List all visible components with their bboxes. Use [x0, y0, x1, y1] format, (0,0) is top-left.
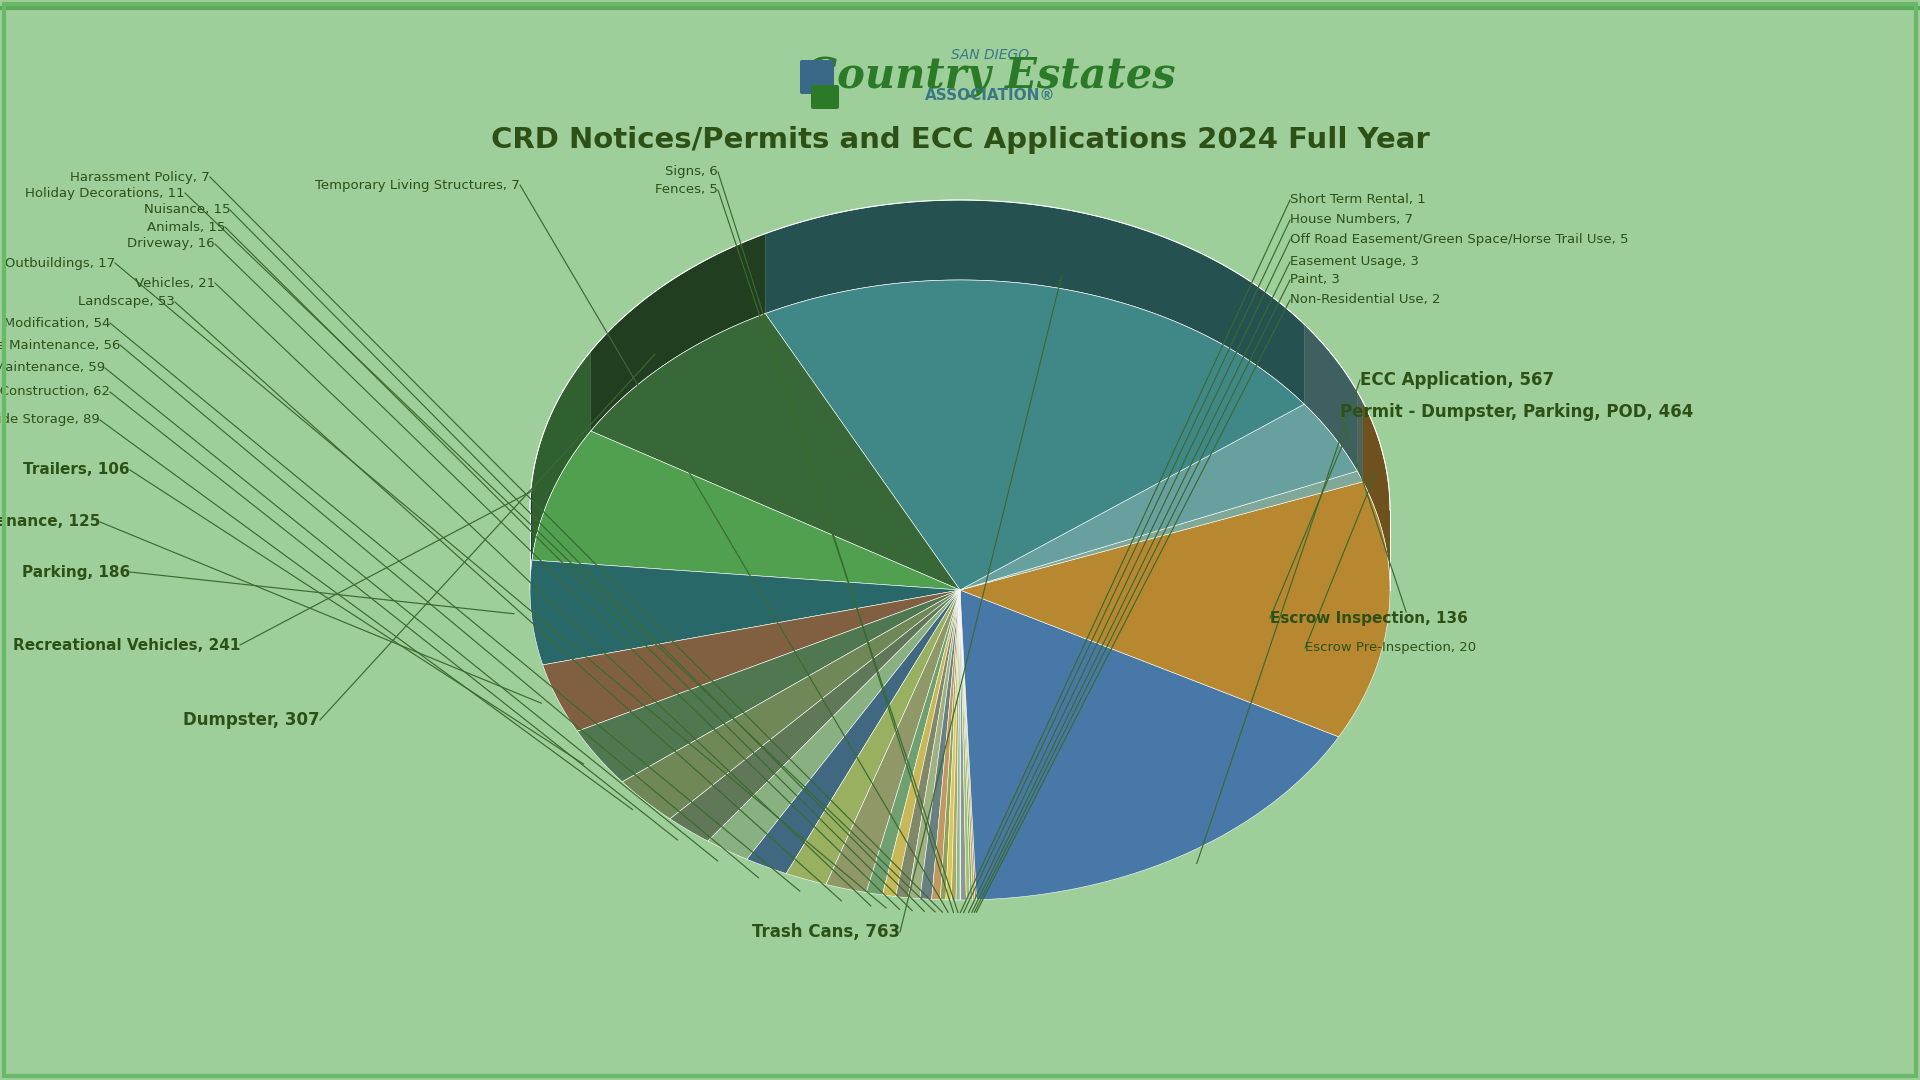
Text: Signs, 6: Signs, 6: [664, 165, 718, 178]
Polygon shape: [947, 590, 960, 900]
Polygon shape: [866, 590, 960, 895]
Polygon shape: [530, 561, 960, 665]
Text: Short Term Rental, 1: Short Term Rental, 1: [1290, 193, 1427, 206]
Polygon shape: [591, 313, 960, 590]
Text: Tree Maintenance, 56: Tree Maintenance, 56: [0, 338, 119, 351]
Polygon shape: [883, 590, 960, 896]
Polygon shape: [766, 200, 1304, 404]
Text: House Numbers, 7: House Numbers, 7: [1290, 214, 1413, 227]
Text: General Maintenance, 59: General Maintenance, 59: [0, 362, 106, 375]
Polygon shape: [931, 590, 960, 900]
Polygon shape: [1357, 391, 1363, 482]
Text: Dumpster, 307: Dumpster, 307: [184, 711, 321, 729]
Text: Country Estates: Country Estates: [804, 56, 1175, 98]
Text: Easement Maintenance, 125: Easement Maintenance, 125: [0, 514, 100, 529]
Text: Debris and Outside Storage, 89: Debris and Outside Storage, 89: [0, 414, 100, 427]
Text: Off Road Easement/Green Space/Horse Trail Use, 5: Off Road Easement/Green Space/Horse Trai…: [1290, 233, 1628, 246]
Text: Permit - Dumpster, Parking, POD, 464: Permit - Dumpster, Parking, POD, 464: [1340, 403, 1693, 421]
Text: Escrow Inspection, 136: Escrow Inspection, 136: [1269, 610, 1469, 625]
Text: ASSOCIATION®: ASSOCIATION®: [925, 89, 1056, 104]
Polygon shape: [941, 590, 960, 900]
Text: Recreational Vehicles, 241: Recreational Vehicles, 241: [13, 637, 240, 652]
FancyBboxPatch shape: [810, 85, 839, 109]
Polygon shape: [960, 590, 975, 900]
Text: Escrow Pre-Inspection, 20: Escrow Pre-Inspection, 20: [1306, 642, 1476, 654]
Text: Easement Usage, 3: Easement Usage, 3: [1290, 256, 1419, 269]
Polygon shape: [766, 280, 1304, 590]
Text: Trailers, 106: Trailers, 106: [23, 462, 131, 477]
Polygon shape: [543, 590, 960, 731]
Text: Fences, 5: Fences, 5: [655, 184, 718, 197]
Polygon shape: [591, 233, 766, 431]
Polygon shape: [895, 590, 960, 897]
Polygon shape: [1363, 402, 1390, 590]
Polygon shape: [747, 590, 960, 874]
Text: Animals, 15: Animals, 15: [146, 220, 225, 233]
Polygon shape: [960, 590, 973, 900]
FancyBboxPatch shape: [801, 60, 833, 78]
Text: Paint, 3: Paint, 3: [1290, 273, 1340, 286]
Polygon shape: [960, 590, 1338, 900]
FancyBboxPatch shape: [801, 76, 833, 94]
Text: CRD Notices/Permits and ECC Applications 2024 Full Year: CRD Notices/Permits and ECC Applications…: [492, 126, 1428, 154]
Polygon shape: [1304, 324, 1357, 471]
Text: Trash Cans, 763: Trash Cans, 763: [753, 923, 900, 941]
Text: Holiday Decorations, 11: Holiday Decorations, 11: [25, 187, 184, 200]
Polygon shape: [960, 482, 1390, 737]
Polygon shape: [960, 404, 1357, 590]
Polygon shape: [960, 471, 1363, 590]
Polygon shape: [532, 431, 960, 590]
Text: Parking, 186: Parking, 186: [21, 565, 131, 580]
Text: Driveway, 16: Driveway, 16: [127, 238, 215, 251]
Polygon shape: [826, 590, 960, 892]
Polygon shape: [708, 590, 960, 860]
Text: Structure and Outbuildings, 17: Structure and Outbuildings, 17: [0, 256, 115, 270]
Text: Residential Construction, 62: Residential Construction, 62: [0, 386, 109, 399]
Text: Non-Residential Use, 2: Non-Residential Use, 2: [1290, 294, 1440, 307]
Text: Nuisance, 15: Nuisance, 15: [144, 203, 230, 216]
Text: Vehicles, 21: Vehicles, 21: [134, 276, 215, 289]
Polygon shape: [532, 351, 591, 561]
Text: ECC Application, 567: ECC Application, 567: [1359, 372, 1553, 389]
Text: Temporary Living Structures, 7: Temporary Living Structures, 7: [315, 178, 520, 191]
Polygon shape: [950, 590, 960, 900]
Text: Landscape, 53: Landscape, 53: [79, 296, 175, 309]
Polygon shape: [622, 590, 960, 819]
Polygon shape: [956, 590, 960, 900]
Text: Harassment Policy, 7: Harassment Policy, 7: [71, 171, 209, 184]
Text: SAN DIEGO: SAN DIEGO: [950, 48, 1029, 62]
Text: Landscape Modification, 54: Landscape Modification, 54: [0, 316, 109, 329]
Polygon shape: [670, 590, 960, 841]
Polygon shape: [578, 590, 960, 782]
Polygon shape: [960, 590, 977, 900]
Polygon shape: [908, 590, 960, 899]
Polygon shape: [920, 590, 960, 900]
Polygon shape: [960, 590, 970, 900]
Polygon shape: [787, 590, 960, 885]
Polygon shape: [530, 481, 532, 590]
Polygon shape: [960, 590, 966, 900]
